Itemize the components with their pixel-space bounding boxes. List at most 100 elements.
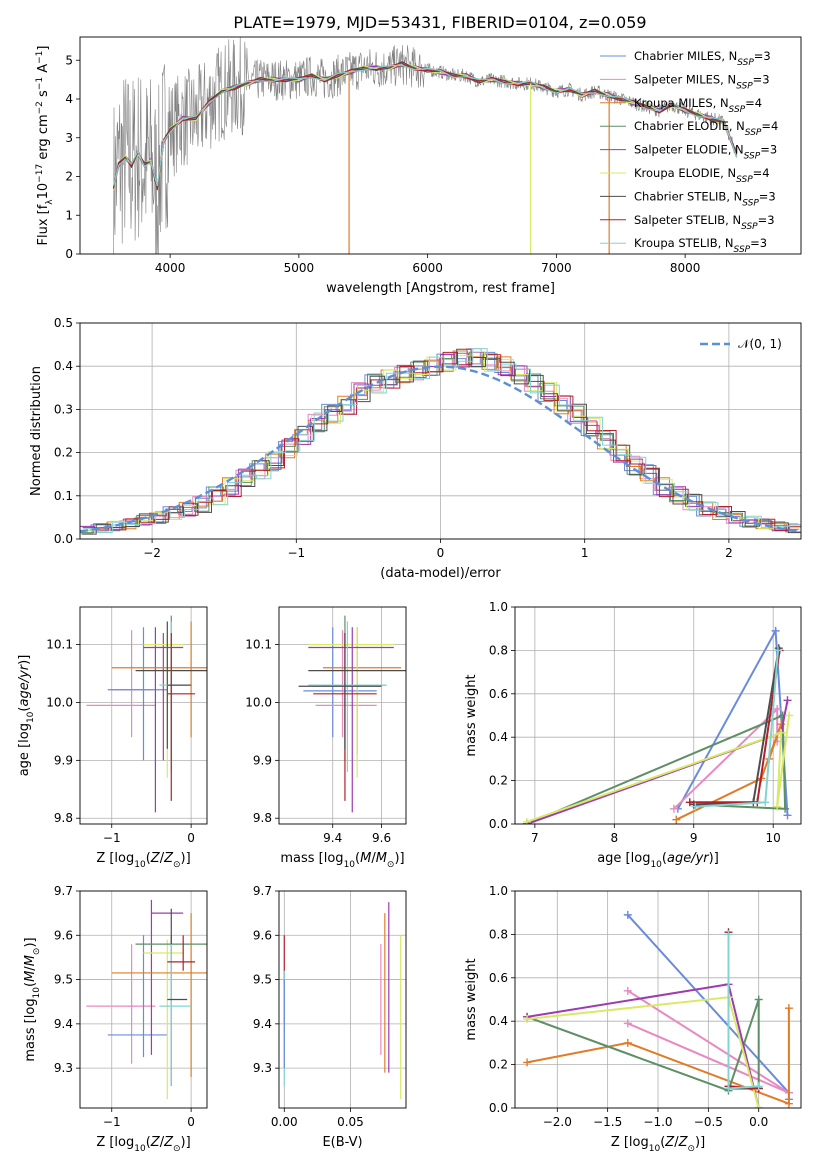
tick-label: 9.5 — [54, 973, 73, 987]
gaussian-curve — [80, 365, 801, 533]
tick-label: 8 — [610, 831, 618, 845]
panel-age_vs_Z: −1 09.89.910.010.1Z [log10(Z/Z⊙)]age [log… — [17, 606, 208, 870]
label-part: SSP — [745, 128, 762, 138]
legend-entry: Chabrier STELIB, NSSP=3 — [634, 189, 776, 208]
panel-mass_vs_ebv: 0.00 0.05 9.3 9.4 9.5 9.6 9.7 E(B-V) — [253, 884, 407, 1150]
label-part: 10 — [36, 183, 51, 200]
tick-label: 5000 — [284, 261, 315, 275]
label-part: −1 — [35, 51, 45, 64]
label-part: age [log — [17, 723, 32, 776]
label-part: / — [23, 966, 38, 971]
weight-point — [691, 802, 700, 811]
label-part: Z — [664, 1135, 675, 1150]
tick-label: 8000 — [670, 261, 701, 275]
tick-label: 9 — [690, 831, 698, 845]
weight-point — [781, 804, 790, 813]
tick-label: 10.1 — [245, 638, 272, 652]
x-axis-label: Z [log10(Z/Z⊙)] — [96, 851, 190, 870]
tick-label: 0.0 — [489, 817, 508, 831]
label-part: )] — [709, 851, 719, 866]
label-part: Z — [150, 1135, 161, 1150]
tick-label: 9.6 — [253, 928, 272, 942]
tick-label: 0 — [187, 831, 195, 845]
label-part: )] — [695, 1135, 705, 1150]
label-part: SSP — [744, 152, 761, 162]
tick-label: 9.3 — [54, 1061, 73, 1075]
tick-label: 9.8 — [54, 811, 73, 825]
label-part: age/yr — [17, 663, 32, 706]
weight-point — [685, 798, 694, 807]
tick-label: 4 — [65, 92, 73, 106]
tick-label: 1.0 — [489, 884, 508, 898]
label-part: −2 — [35, 101, 45, 114]
tick-label: 9.7 — [54, 884, 73, 898]
legend-entry: Salpeter ELODIE, NSSP=3 — [634, 143, 777, 162]
weight-point — [773, 802, 782, 811]
panel-spectrum: 4000 5000 6000 7000 8000 0 1 2 3 4 5 wavelength [An… — [35, 36, 802, 296]
tick-label: 0.0 — [749, 1115, 768, 1129]
x-axis-label: wavelength [Angstrom, rest frame] — [326, 281, 555, 296]
label-part: Z — [163, 1135, 174, 1150]
plot-area — [80, 348, 801, 535]
label-part: Z — [678, 1135, 689, 1150]
label-part: =4 — [753, 166, 770, 180]
tick-label: 7000 — [541, 261, 572, 275]
label-part: =3 — [760, 143, 777, 157]
label-part: ⊙ — [387, 860, 395, 870]
axes-frame — [514, 890, 802, 1109]
tick-label: 1 — [581, 546, 589, 560]
tick-label: 9.7 — [253, 884, 272, 898]
label-part: SSP — [734, 245, 751, 255]
tick-label: 0.3 — [54, 402, 73, 416]
histogram-step-chabrier_stelib — [81, 348, 801, 535]
x-axis-label: E(B-V) — [322, 1135, 362, 1150]
tick-label: 0.4 — [54, 359, 73, 373]
label-part: 10 — [650, 860, 662, 870]
label-part: ⊙ — [173, 1144, 181, 1154]
label-part: Z [log — [611, 1135, 649, 1150]
tick-label: 9.4 — [253, 1017, 272, 1031]
label-part: Z [log — [96, 851, 134, 866]
tick-label: 0.0 — [489, 1101, 508, 1115]
label-part: / — [371, 851, 376, 866]
weight-point — [754, 1104, 763, 1108]
label-part: ( — [17, 707, 32, 712]
weight-point — [783, 811, 792, 820]
label-part: s — [36, 90, 51, 101]
tick-label: −2.0 — [543, 1115, 572, 1129]
tick-label: −0.5 — [694, 1115, 723, 1129]
label-part: Chabrier STELIB, N — [634, 189, 742, 203]
tick-label: 0.4 — [489, 730, 508, 744]
weight-point — [783, 696, 792, 705]
tick-label: 0.05 — [337, 1115, 364, 1129]
label-part: Z — [150, 851, 161, 866]
plot-area — [523, 910, 793, 1108]
axes-frame — [79, 606, 208, 825]
tick-label: 0 — [187, 1115, 195, 1129]
label-part: Kroupa ELODIE, N — [634, 166, 736, 180]
label-part: SSP — [742, 198, 759, 208]
label-part: ( — [662, 851, 667, 866]
weight-point — [623, 1038, 632, 1047]
weight-point — [777, 728, 786, 737]
weight-point — [522, 817, 531, 824]
tick-label: 9.6 — [54, 928, 73, 942]
label-part: ( — [146, 851, 151, 866]
tick-label: 0.1 — [54, 489, 73, 503]
tick-label: 1 — [65, 208, 73, 222]
y-axis-label: mass weight — [464, 958, 479, 1040]
tick-label: 0.8 — [489, 643, 508, 657]
x-axis-label: (data-model)/error — [380, 566, 501, 581]
weight-point — [773, 646, 782, 655]
label-part: Z [log — [96, 1135, 134, 1150]
weight-point — [754, 1082, 763, 1091]
plot-area — [298, 615, 406, 813]
tick-label: 9.4 — [323, 831, 342, 845]
plot-area — [112, 37, 738, 254]
weight-line-kroupa_miles — [526, 1008, 790, 1106]
weight-line-kroupa_miles — [675, 723, 783, 821]
tick-label: 1.0 — [489, 600, 508, 614]
weight-line-salpeter_elodie — [526, 700, 789, 824]
